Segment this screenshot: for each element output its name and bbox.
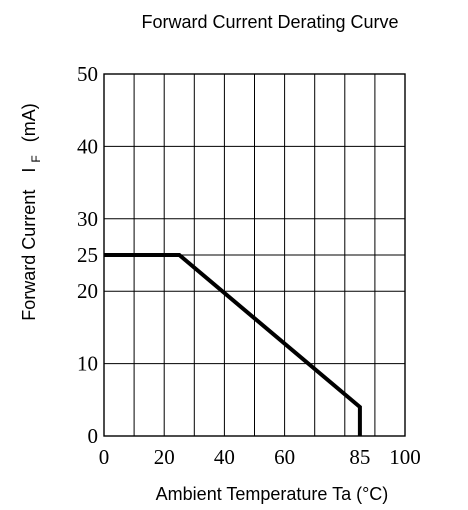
y-axis-label-subscript: F xyxy=(29,155,43,162)
y-axis-label-main: Forward Current xyxy=(19,190,39,321)
x-tick-label: 60 xyxy=(274,445,295,469)
y-tick-label: 0 xyxy=(88,424,99,448)
x-tick-label: 100 xyxy=(389,445,421,469)
x-tick-label: 20 xyxy=(154,445,175,469)
y-tick-label: 10 xyxy=(77,352,98,376)
x-tick-labels: 0 20 40 60 85 100 xyxy=(99,445,421,469)
y-axis-label-symbol: I xyxy=(19,168,39,173)
series-layer xyxy=(104,253,362,436)
x-tick-label: 0 xyxy=(99,445,110,469)
y-axis-label: Forward Current I F (mA) xyxy=(19,103,44,320)
chart-title: Forward Current Derating Curve xyxy=(141,12,398,32)
x-tick-label: 85 xyxy=(349,445,370,469)
y-tick-label: 20 xyxy=(77,279,98,303)
y-tick-labels: 0 10 20 25 30 40 50 xyxy=(77,62,98,448)
y-axis-label-unit: (mA) xyxy=(19,103,39,142)
svg-text:Forward Current I: Forward Current I F (mA) xyxy=(19,103,44,320)
x-tick-label: 40 xyxy=(214,445,235,469)
y-tick-label: 40 xyxy=(77,134,98,158)
derating-curve xyxy=(104,253,362,436)
y-tick-label: 25 xyxy=(77,243,98,267)
y-tick-label: 30 xyxy=(77,207,98,231)
y-tick-label: 50 xyxy=(77,62,98,86)
x-axis-label: Ambient Temperature Ta (°C) xyxy=(156,484,389,504)
